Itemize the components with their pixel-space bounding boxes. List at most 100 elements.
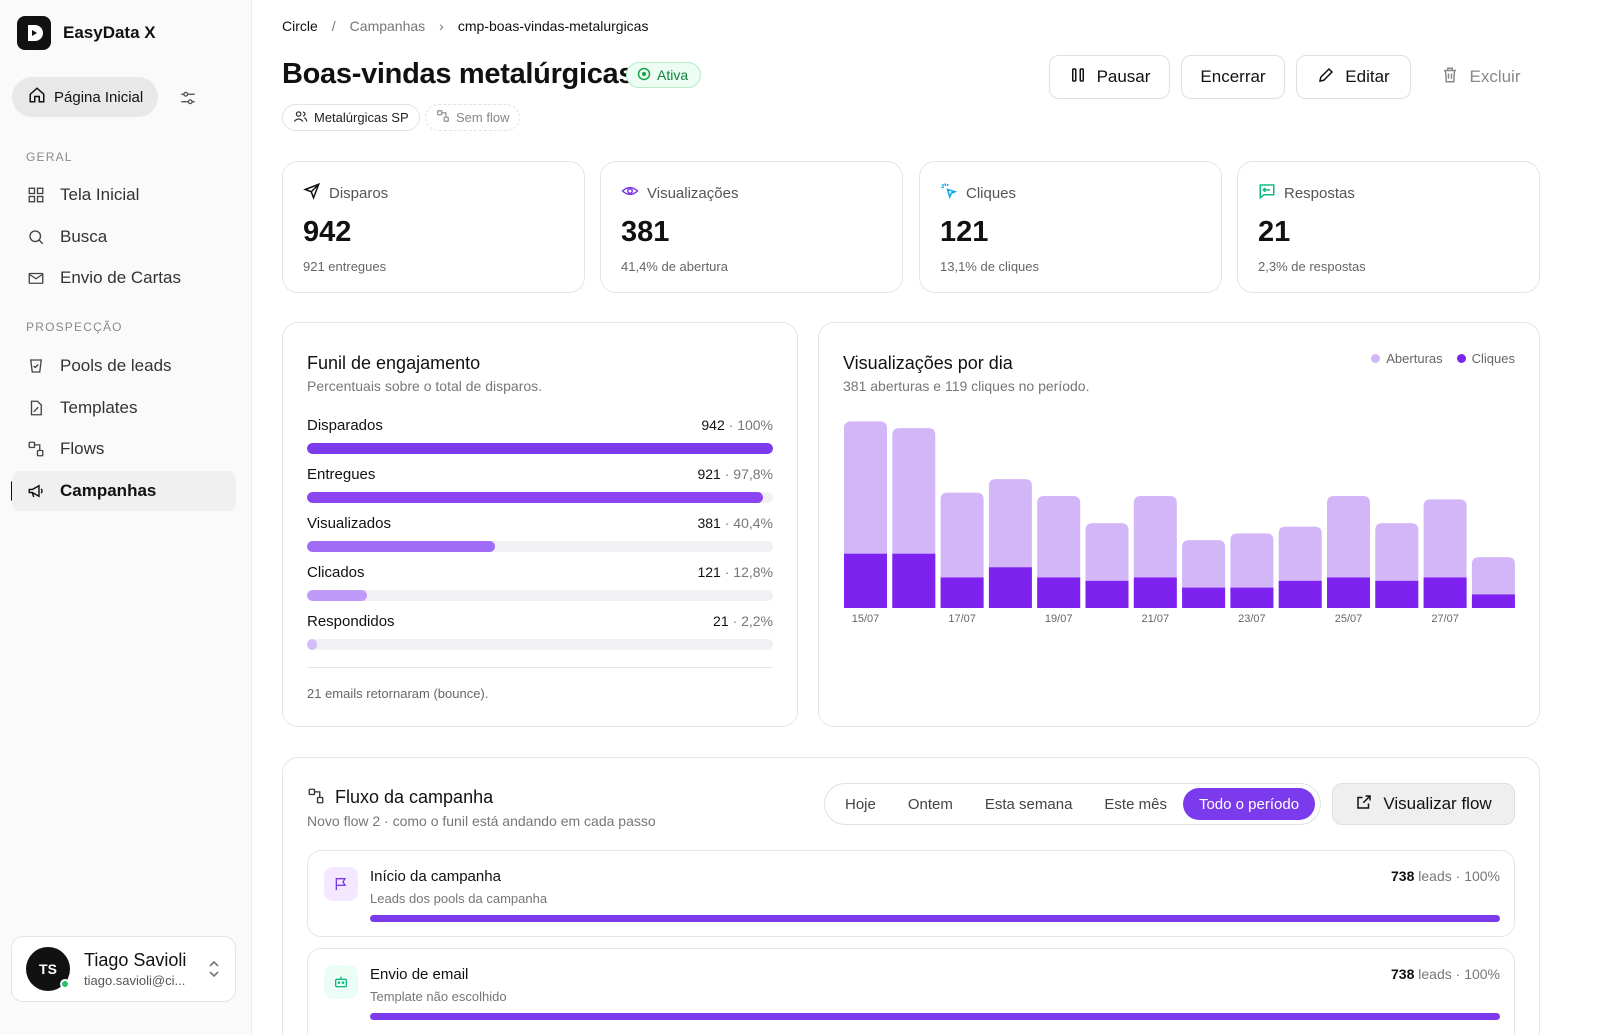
legend-dot-icon: [1456, 354, 1466, 363]
tab-esta-semana[interactable]: Esta semana: [984, 795, 1073, 813]
stat-value: 121: [940, 216, 989, 248]
sidebar-item-label: Campanhas: [60, 481, 157, 500]
bar-cliques[interactable]: [988, 567, 1032, 608]
mail-icon: [26, 268, 46, 288]
breadcrumb-separator: /: [331, 18, 336, 34]
bar-cliques[interactable]: [892, 553, 936, 608]
funnel-pct: 12,8%: [733, 564, 773, 580]
flow-title: Fluxo da campanha: [335, 787, 494, 807]
delete-label: Excluir: [1469, 67, 1521, 86]
funnel-bar: [307, 492, 763, 503]
bounce-note: 21 emails retornaram (bounce).: [307, 686, 489, 701]
bar-cliques[interactable]: [844, 553, 887, 608]
sidebar-item-campanhas[interactable]: Campanhas: [12, 471, 236, 511]
brand[interactable]: EasyData X: [17, 16, 156, 50]
breadcrumb-item-campanhas[interactable]: Campanhas: [349, 18, 426, 34]
step-progress-bar: [370, 1013, 1500, 1020]
sidebar-item-busca[interactable]: Busca: [12, 217, 236, 257]
bar-cliques[interactable]: [1037, 577, 1081, 608]
tab-ontem[interactable]: Ontem: [907, 795, 953, 813]
end-button[interactable]: Encerrar: [1181, 55, 1285, 99]
breadcrumb-item-circle[interactable]: Circle: [282, 18, 318, 34]
bar-cliques[interactable]: [1471, 594, 1515, 608]
stat-label: Disparos: [329, 184, 389, 202]
sidebar-item-tela-inicial[interactable]: Tela Inicial: [12, 175, 236, 215]
bar-cliques[interactable]: [940, 577, 984, 608]
chart-subtitle: 381 aberturas e 119 cliques no período.: [843, 378, 1090, 394]
funnel-subtitle: Percentuais sobre o total de disparos.: [307, 378, 543, 394]
view-flow-label: Visualizar flow: [1383, 794, 1492, 813]
bar-cliques[interactable]: [1375, 580, 1419, 608]
pause-label: Pausar: [1096, 67, 1151, 86]
section-label-prospeccao: PROSPECÇÃO: [26, 320, 123, 334]
sidebar-item-pools-de-leads[interactable]: Pools de leads: [12, 346, 236, 386]
bar-cliques[interactable]: [1278, 580, 1322, 608]
chart-title: Visualizações por dia: [843, 353, 1013, 373]
chevron-right-icon: ›: [439, 18, 444, 34]
funnel-track: [307, 541, 773, 552]
home-icon: [28, 86, 46, 108]
chevron-up-down-icon: [207, 959, 221, 984]
funnel-bar: [307, 590, 367, 601]
delete-button[interactable]: Excluir: [1426, 55, 1536, 99]
breadcrumb: Circle / Campanhas › cmp-boas-vindas-met…: [282, 18, 648, 34]
avatar-initials: TS: [39, 961, 57, 977]
stat-value: 942: [303, 216, 352, 248]
status-dot-icon: [637, 67, 651, 84]
stat-value: 21: [1258, 216, 1291, 248]
bar-cliques[interactable]: [1423, 577, 1467, 608]
sliders-icon[interactable]: [176, 86, 200, 110]
sidebar-item-templates[interactable]: Templates: [12, 388, 236, 428]
bar-cliques[interactable]: [1085, 580, 1129, 608]
tab-este-mes[interactable]: Este mês: [1104, 795, 1167, 813]
stat-label: Visualizações: [647, 184, 739, 202]
funnel-track: [307, 492, 773, 503]
flow-step-inicio[interactable]: Início da campanha Leads dos pools da ca…: [307, 850, 1515, 937]
stat-card-respostas: Respostas 21 2,3% de respostas: [1237, 161, 1540, 293]
sidebar-item-flows[interactable]: Flows: [12, 429, 236, 469]
funnel-pct: 40,4%: [733, 515, 773, 531]
sidebar-item-envio-de-cartas[interactable]: Envio de Cartas: [12, 258, 236, 298]
views-chart-panel: Visualizações por dia 381 aberturas e 11…: [818, 322, 1540, 727]
bar-cliques[interactable]: [1230, 587, 1274, 608]
pool-icon: [26, 356, 46, 376]
pause-button[interactable]: Pausar: [1049, 55, 1170, 99]
legend-item-aberturas: Aberturas: [1371, 351, 1443, 366]
step-progress-bar: [370, 915, 1500, 922]
bar-cliques[interactable]: [1182, 587, 1226, 608]
home-label: Página Inicial: [54, 88, 144, 106]
funnel-pct: 97,8%: [733, 466, 773, 482]
flow-icon: [26, 439, 46, 459]
step-title: Envio de email: [370, 966, 469, 983]
end-label: Encerrar: [1200, 67, 1266, 86]
funnel-bar: [307, 443, 773, 454]
user-menu[interactable]: TS Tiago Savioli tiago.savioli@ci...: [11, 936, 236, 1002]
funnel-bar: [307, 639, 318, 650]
sidebar-item-label: Envio de Cartas: [60, 268, 181, 287]
legend-item-cliques: Cliques: [1456, 351, 1515, 366]
chart-legend: Aberturas Cliques: [1371, 351, 1515, 366]
funnel-panel: Funil de engajamento Percentuais sobre o…: [282, 322, 798, 727]
home-button[interactable]: Página Inicial: [12, 77, 158, 117]
bar-cliques[interactable]: [1133, 577, 1177, 608]
flow-step-envio-email[interactable]: Envio de email Template não escolhido 73…: [307, 948, 1515, 1035]
edit-button[interactable]: Editar: [1296, 55, 1411, 99]
search-icon: [26, 227, 46, 247]
chip-label: Sem flow: [456, 110, 510, 125]
legend-label: Cliques: [1471, 351, 1515, 366]
funnel-row-visualizados: Visualizados 381 · 40,4%: [307, 515, 773, 552]
view-flow-button[interactable]: Visualizar flow: [1332, 783, 1515, 825]
stat-sub: 2,3% de respostas: [1258, 259, 1366, 274]
step-count: 738 leads · 100%: [1391, 966, 1500, 982]
status-badge: Ativa: [626, 62, 702, 88]
step-subtitle: Template não escolhido: [370, 989, 507, 1004]
bar-cliques[interactable]: [1327, 577, 1370, 608]
pool-chip[interactable]: Metalúrgicas SP: [282, 104, 420, 131]
tab-hoje[interactable]: Hoje: [845, 795, 876, 813]
x-tick-label: 19/07: [1045, 613, 1073, 625]
flow-chip[interactable]: Sem flow: [425, 104, 521, 131]
funnel-label: Visualizados: [307, 515, 391, 532]
step-count-unit: leads: [1418, 966, 1452, 982]
funnel-pct: 2,2%: [741, 613, 773, 629]
tab-todo-o-periodo[interactable]: Todo o período: [1182, 788, 1316, 820]
